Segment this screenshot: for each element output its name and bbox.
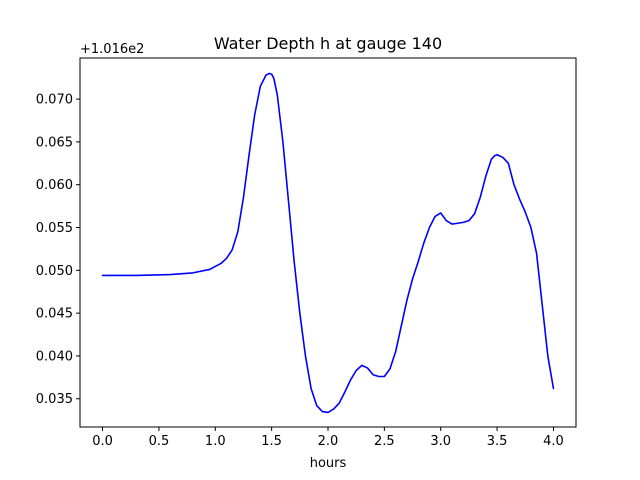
y-tick-label: 0.060 [36, 178, 73, 193]
x-tick-label: 0.5 [149, 434, 170, 449]
x-tick-label: 0.0 [92, 434, 113, 449]
x-tick-label: 1.5 [261, 434, 282, 449]
y-tick-label: 0.035 [36, 392, 73, 407]
y-offset-label: +1.016e2 [80, 42, 144, 57]
y-tick-label: 0.040 [36, 349, 73, 364]
y-tick-label: 0.065 [36, 135, 73, 150]
x-tick-label: 2.0 [318, 434, 339, 449]
x-tick-label: 2.5 [374, 434, 395, 449]
x-axis-label: hours [310, 456, 347, 471]
x-tick-label: 3.0 [430, 434, 451, 449]
y-tick-label: 0.055 [36, 221, 73, 236]
series-line-0 [101, 72, 555, 414]
y-tick-label: 0.070 [36, 93, 73, 108]
y-tick-label: 0.050 [36, 264, 73, 279]
x-tick-label: 4.0 [543, 434, 564, 449]
x-tick-label: 1.0 [205, 434, 226, 449]
chart-title: Water Depth h at gauge 140 [214, 34, 442, 53]
plot-area: 0.0 0.5 1.0 1.5 2.0 2.5 3.0 3.5 4.0 0.035 0.040 0.0… [36, 57, 577, 449]
y-tick-label: 0.045 [36, 307, 73, 322]
x-tick-label: 3.5 [487, 434, 508, 449]
